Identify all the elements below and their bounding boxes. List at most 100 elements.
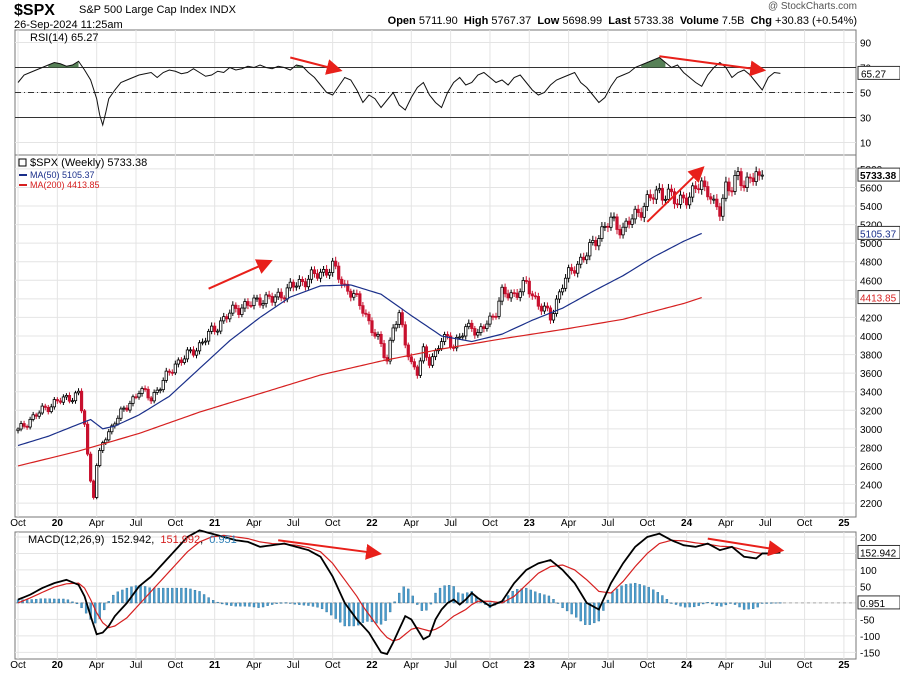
macd-signal-line: [17, 534, 781, 642]
price-candle-body: [219, 320, 223, 332]
price-candle-body: [497, 300, 501, 317]
price-candle-body: [331, 260, 335, 273]
macd-histogram-bar: [733, 602, 737, 605]
price-x-tick-label: Apr: [404, 518, 420, 529]
price-candle-body: [530, 293, 534, 297]
price-candle-body: [25, 425, 29, 428]
rsi-overbought-fill: [641, 57, 666, 68]
price-candle-body: [461, 335, 465, 338]
price-x-tick-label: Jul: [602, 518, 615, 529]
macd-histogram-bar: [35, 598, 38, 604]
macd-x-tick-label: Apr: [246, 660, 262, 671]
price-candle-body: [527, 280, 531, 295]
macd-histogram-bar: [661, 595, 664, 604]
price-candle-body: [560, 287, 565, 293]
macd-histogram-bar: [438, 587, 442, 604]
price-candle-body: [406, 344, 410, 358]
price-candle-body: [415, 366, 419, 376]
price-candle-body: [757, 171, 761, 176]
macd-histogram-bar: [516, 589, 519, 604]
rsi-bearish-arrow: [290, 56, 343, 75]
macd-histogram-bar: [252, 602, 256, 608]
price-candle-body: [285, 287, 289, 300]
price-candle-body: [58, 400, 62, 403]
macd-x-tick-label: Jul: [444, 660, 457, 671]
macd-line: [17, 529, 781, 656]
macd-histogram-bar: [688, 602, 691, 608]
volume-label: Volume: [679, 15, 719, 27]
price-candle-body: [324, 269, 329, 276]
price-candle-body: [585, 255, 589, 261]
price-candle-body: [37, 412, 41, 417]
price-candle-body: [246, 301, 250, 306]
price-tick-label: 4800: [860, 258, 883, 269]
ma200-line: [17, 297, 702, 467]
macd-histogram-bar: [311, 602, 315, 607]
price-candle-body: [52, 399, 56, 408]
macd-bearish-arrow: [707, 537, 785, 557]
price-candle-body: [467, 322, 471, 328]
macd-histogram-bar: [552, 599, 555, 604]
price-candle-body: [697, 188, 701, 191]
macd-histogram-bar: [393, 601, 396, 604]
price-x-tick-label: Oct: [482, 518, 498, 529]
macd-histogram-bar: [629, 583, 632, 604]
macd-x-tick-label: 25: [838, 660, 850, 671]
price-candle-body: [600, 226, 604, 239]
open-value: 5711.90: [418, 15, 458, 27]
price-candle-body: [318, 271, 323, 279]
price-candle-body: [418, 360, 422, 376]
price-candle-body: [642, 206, 646, 218]
macd-x-tick-label: Apr: [89, 660, 105, 671]
macd-histogram-bar: [80, 602, 83, 609]
price-candle-body: [364, 312, 368, 315]
macd-histogram-bar: [602, 602, 605, 611]
price-candle-body: [188, 349, 193, 352]
price-candle-body: [119, 408, 123, 419]
macd-histogram-bar: [243, 602, 247, 607]
price-candle-body: [388, 339, 392, 362]
macd-label-text: MACD(12,26,9): [28, 534, 104, 546]
price-candle-body: [430, 356, 435, 366]
price-candle-body: [122, 407, 126, 410]
macd-histogram-bar: [765, 602, 768, 604]
price-candle-body: [237, 308, 241, 315]
macd-histogram-bar: [75, 602, 79, 605]
price-candle-body: [49, 406, 53, 413]
price-candle-body: [16, 428, 20, 432]
price-bull-arrow: [646, 166, 705, 223]
price-candle-body: [210, 325, 214, 332]
price-candle-body: [182, 358, 187, 363]
price-candle-body: [518, 291, 522, 298]
price-x-tick-label: Oct: [10, 518, 26, 529]
macd-histogram-bar: [121, 589, 124, 604]
price-candle-body: [228, 312, 232, 320]
macd-histogram-bar: [289, 602, 292, 604]
price-legend-swatch: [18, 158, 27, 167]
macd-histogram-bar: [298, 602, 301, 605]
macd-histogram-bar: [647, 587, 650, 604]
price-candle-body: [588, 242, 592, 257]
price-candle-body: [361, 305, 365, 314]
macd-histogram-bar: [575, 602, 578, 618]
price-candle-body: [334, 260, 338, 267]
price-candle-body: [258, 297, 262, 306]
macd-x-tick-label: Oct: [482, 660, 498, 671]
price-candle-body: [476, 332, 480, 336]
price-x-tick-label: 20: [52, 518, 64, 529]
macd-histogram-bar: [280, 602, 283, 604]
price-tick-label: 4600: [860, 276, 883, 287]
price-candle-body: [28, 418, 32, 428]
price-candle-body: [669, 188, 674, 193]
macd-histogram-bar: [756, 602, 759, 608]
macd-tick-label: 100: [860, 566, 877, 577]
macd-histogram-bar: [697, 602, 700, 606]
price-candle-body: [479, 326, 483, 333]
macd-histogram-bar: [425, 602, 428, 611]
macd-histogram-bar: [211, 600, 215, 604]
price-candle-body: [403, 324, 407, 346]
price-tick-label: 3400: [860, 388, 883, 399]
macd-hist-tag-text: 0.951: [860, 599, 885, 610]
macd-x-tick-label: 22: [366, 660, 378, 671]
price-candle-body: [82, 410, 87, 425]
